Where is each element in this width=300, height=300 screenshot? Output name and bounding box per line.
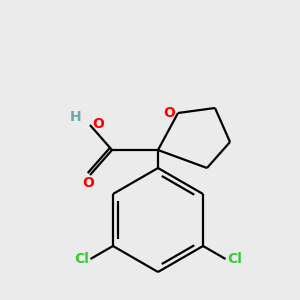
Text: O: O [82, 176, 94, 190]
Text: H: H [70, 110, 82, 124]
Text: Cl: Cl [227, 252, 242, 266]
Text: O: O [92, 117, 104, 131]
Text: O: O [163, 106, 175, 120]
Text: Cl: Cl [74, 252, 89, 266]
